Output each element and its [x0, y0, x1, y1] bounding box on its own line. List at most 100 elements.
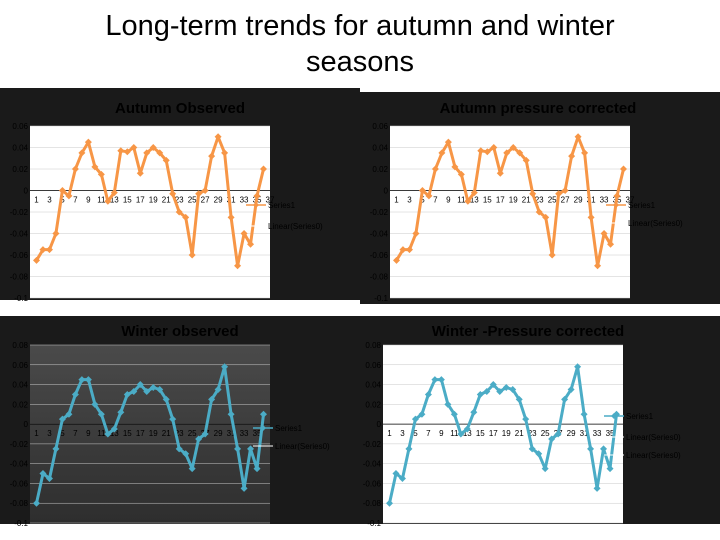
data-point [555, 190, 563, 198]
legend-label: Linear(Series0) [628, 219, 683, 228]
data-point [71, 390, 79, 398]
data-point [437, 376, 445, 384]
data-point [130, 387, 138, 395]
legend-marker [613, 202, 619, 208]
x-tick-label: 21 [515, 429, 524, 438]
data-point [607, 240, 615, 248]
x-tick-label: 21 [162, 429, 171, 438]
data-point [561, 187, 569, 194]
x-tick-label: 13 [110, 429, 119, 438]
data-point [463, 425, 471, 433]
chart-1: Autumn Observed 0.06 0.04 0.02 0 -0.02 -0.04 -0… [0, 88, 360, 303]
x-tick-label: 11 [450, 429, 459, 438]
data-point [188, 251, 196, 259]
x-tick-label: 25 [188, 429, 197, 438]
x-tick-label: 23 [175, 429, 184, 438]
y-tick-label: 0.02 [365, 400, 381, 409]
data-point [587, 213, 595, 221]
series-line [388, 365, 618, 504]
data-point [97, 410, 105, 418]
data-point [516, 149, 524, 157]
x-tick-label: 15 [123, 196, 132, 205]
data-point [247, 240, 255, 248]
data-point [580, 410, 588, 418]
x-tick-label: 29 [214, 429, 223, 438]
data-point [496, 387, 504, 395]
data-point [52, 445, 60, 453]
data-point [195, 190, 203, 198]
data-point [162, 156, 170, 164]
y-tick-label: -0.08 [370, 273, 389, 282]
data-point [424, 390, 432, 398]
y-tick-label: 0.02 [372, 165, 388, 174]
data-point [104, 197, 112, 205]
data-point [425, 192, 433, 200]
x-tick-label: 19 [149, 429, 158, 438]
x-tick-label: 15 [123, 429, 132, 438]
chart-title: Autumn Observed [115, 100, 245, 117]
x-tick-label: 29 [567, 429, 576, 438]
data-point [123, 390, 131, 398]
data-point [65, 410, 73, 418]
y-tick-label: 0 [24, 420, 29, 429]
x-tick-label: 21 [162, 196, 171, 205]
data-point [97, 170, 105, 178]
data-point [502, 384, 510, 392]
slide-title-line1: Long-term trends for autumn and winter [105, 10, 615, 42]
data-point [71, 165, 79, 173]
data-point [470, 408, 478, 416]
y-tick-label: -0.02 [10, 440, 29, 449]
data-point [214, 386, 222, 393]
chart-title: Autumn pressure corrected [440, 100, 637, 117]
chart-3: Winter observed 0.08 0.06 0.04 0.02 0 -0.02 -0.… [0, 316, 360, 528]
y-tick-label: 0.04 [12, 144, 28, 153]
x-tick-label: 3 [47, 196, 52, 205]
data-point [117, 147, 125, 155]
x-tick-label: 3 [400, 429, 405, 438]
y-tick-label: 0 [24, 187, 29, 196]
data-point [600, 445, 608, 453]
data-point [188, 465, 196, 473]
legend-label: Series1 [275, 424, 303, 433]
series-line [35, 365, 265, 504]
data-point [405, 445, 413, 453]
y-tick-label: 0.06 [12, 122, 28, 131]
data-point [522, 415, 530, 423]
data-point [535, 450, 543, 458]
x-tick-label: 11 [97, 429, 106, 438]
legend-marker [611, 413, 617, 419]
data-point [182, 213, 190, 221]
data-point [385, 499, 393, 507]
data-point [392, 256, 400, 264]
data-point [149, 384, 157, 392]
data-point [418, 410, 426, 418]
x-tick-label: 9 [439, 429, 444, 438]
data-point [567, 386, 575, 393]
data-point [593, 484, 601, 492]
x-tick-label: 33 [600, 196, 609, 205]
legend-label: Linear(Series0) [626, 451, 681, 460]
x-tick-label: 17 [136, 196, 145, 205]
x-tick-label: 23 [535, 196, 544, 205]
data-point [169, 190, 177, 198]
y-tick-label: -0.04 [370, 230, 389, 239]
data-point [587, 445, 595, 453]
data-point [548, 435, 556, 443]
x-tick-label: 33 [593, 429, 602, 438]
y-tick-label: 0.06 [372, 122, 388, 131]
data-point [568, 152, 576, 160]
data-point [620, 165, 628, 173]
x-tick-label: 11 [97, 196, 106, 205]
x-tick-label: 5 [413, 429, 418, 438]
chart-title: Winter -Pressure corrected [432, 323, 624, 340]
data-point [457, 430, 465, 438]
slide-title: Long-term trends for autumn and winter s… [60, 8, 660, 80]
data-point [143, 387, 151, 395]
data-point [84, 376, 92, 384]
x-tick-label: 21 [522, 196, 531, 205]
data-point [431, 165, 439, 173]
data-point [574, 133, 582, 141]
plot-area [30, 345, 270, 523]
x-tick-label: 23 [175, 196, 184, 205]
data-point [247, 445, 255, 453]
